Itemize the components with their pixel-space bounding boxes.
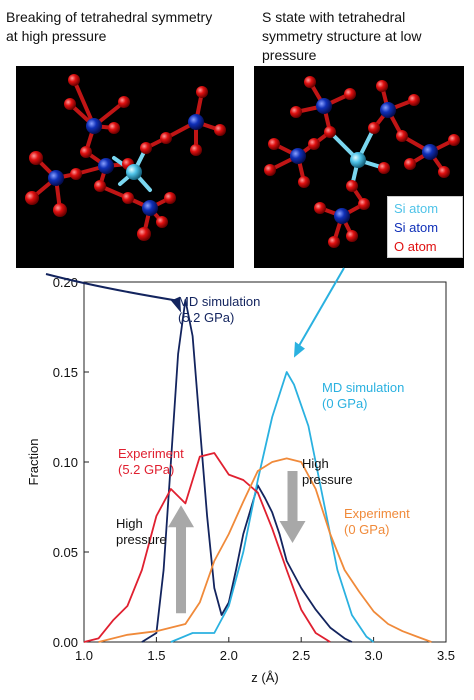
left-panel-caption: Breaking of tetrahedral symmetry at high… [6, 8, 212, 46]
legend-si-dark: Si atom [394, 220, 439, 235]
annotation-hp-right-1: pressure [302, 472, 353, 487]
annotation-hp-right-0: High [302, 456, 329, 471]
annotation-md-high-0: MD simulation [178, 294, 260, 309]
y-tick-label-3: 0.15 [53, 365, 78, 380]
annotation-md-high-1: (5.2 GPa) [178, 310, 234, 325]
annotation-exp-high-0: Experiment [118, 446, 184, 461]
y-tick-label-2: 0.10 [53, 455, 78, 470]
left-caption-line-1: Breaking of tetrahedral symmetry [6, 9, 213, 25]
right-caption-line-3: pressure [262, 47, 317, 63]
annotation-exp-high-1: (5.2 GPa) [118, 462, 174, 477]
x-tick-label-0: 1.0 [75, 648, 93, 663]
low-pressure-connector-head [293, 341, 305, 358]
high-pressure-connector-curve [45, 273, 178, 302]
high-pressure-down-arrow [279, 471, 306, 543]
legend-o: O atom [394, 239, 437, 254]
annotation-hp-left-0: High [116, 516, 143, 531]
y-axis-label: Fraction [26, 439, 41, 486]
y-tick-label-4: 0.20 [53, 275, 78, 290]
x-axis-label: z (Å) [251, 670, 278, 685]
low-pressure-molecule [264, 76, 460, 248]
annotation-hp-left-1: pressure [116, 532, 167, 547]
series-exp-low [98, 457, 432, 643]
annotation-md-low-1: (0 GPa) [322, 396, 368, 411]
high-pressure-structure-image [16, 66, 234, 268]
fraction-chart: 1.0 1.5 2.0 2.5 3.0 3.5 0.00 0.05 0.10 0.15 0.20 z … [26, 267, 455, 685]
legend-si-light: Si atom [394, 201, 439, 216]
x-tick-label-2: 2.0 [220, 648, 238, 663]
annotation-md-low-0: MD simulation [322, 380, 404, 395]
left-caption-line-2: at high pressure [6, 28, 107, 44]
x-tick-label-4: 3.0 [365, 648, 383, 663]
high-pressure-molecule [25, 74, 226, 241]
series-md-high [141, 299, 353, 643]
annotation-exp-low-1: (0 GPa) [344, 522, 390, 537]
annotation-exp-low-0: Experiment [344, 506, 410, 521]
x-tick-label-5: 3.5 [437, 648, 455, 663]
x-tick-label-1: 1.5 [147, 648, 165, 663]
high-pressure-up-arrow [168, 505, 195, 614]
x-tick-label-3: 2.5 [292, 648, 310, 663]
right-caption-line-2: symmetry structure at low [262, 28, 422, 44]
y-tick-label-0: 0.00 [53, 635, 78, 650]
high-pressure-connector-head [171, 296, 182, 313]
right-caption-line-1: S state with tetrahedral [262, 9, 406, 25]
low-pressure-connector [297, 267, 345, 349]
right-panel-caption: S state with tetrahedral symmetry struct… [262, 8, 421, 65]
series-md-low [170, 371, 375, 643]
y-tick-label-1: 0.05 [53, 545, 78, 560]
atom-legend: Si atom Si atom O atom [387, 196, 463, 258]
series-exp-high [83, 452, 331, 643]
